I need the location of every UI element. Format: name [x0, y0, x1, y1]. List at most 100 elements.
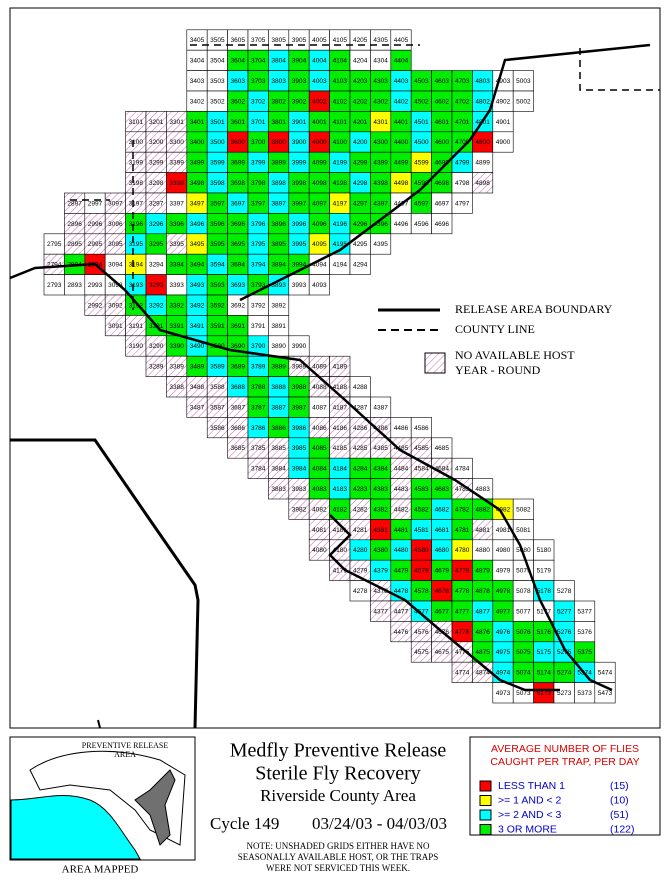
- grid-cell-label: 4000: [312, 139, 327, 146]
- grid-cell-label: 4184: [333, 466, 348, 473]
- grid-cell-label: 4096: [312, 221, 327, 228]
- legend-count: (51): [610, 809, 629, 821]
- grid-cell-label: 2896: [67, 221, 82, 228]
- grid-cell-label: 3993: [292, 282, 307, 289]
- grid-cell-label: 3989: [292, 364, 307, 371]
- grid-cell-label: 3986: [292, 425, 307, 432]
- grid-cell-label: 4288: [353, 384, 368, 391]
- grid-cell-label: 3600: [231, 139, 246, 146]
- county-line: [579, 48, 660, 91]
- grid-cell-label: 4195: [333, 241, 348, 248]
- grid-cell-label: 4684: [435, 466, 450, 473]
- grid-cell-label: 3194: [129, 262, 144, 269]
- grid-cell-label: 4396: [373, 221, 388, 228]
- grid-cell-label: 4401: [394, 119, 409, 126]
- grid-cell-label: 3296: [149, 221, 164, 228]
- grid-cell-label: 3191: [129, 323, 144, 330]
- grid-cell-label: 4596: [414, 221, 429, 228]
- grid-cell-label: 5177: [537, 608, 552, 615]
- grid-cell-label: 4383: [373, 486, 388, 493]
- grid-cell-label: 4776: [455, 629, 470, 636]
- grid-cell-label: 3193: [129, 282, 144, 289]
- grid-cell-label: 4780: [455, 547, 470, 554]
- grid-cell-label: 3888: [271, 384, 286, 391]
- grid-cell-label: 4384: [373, 466, 388, 473]
- grid-cell-label: 3703: [251, 78, 266, 85]
- grid-cell-label: 4696: [435, 221, 450, 228]
- grid-cell-label: 2893: [67, 282, 82, 289]
- grid-cell-label: 4400: [394, 139, 409, 146]
- grid-cell-label: 4976: [496, 629, 511, 636]
- grid-cell-label: 3789: [251, 364, 266, 371]
- grid-cell-label: 4304: [373, 58, 388, 65]
- outline: [10, 438, 200, 729]
- grid-cell-label: 4185: [333, 445, 348, 452]
- grid-cell-label: 3298: [149, 180, 164, 187]
- grid-cell-label: 4503: [414, 78, 429, 85]
- flies-legend-items: LESS THAN 1 (15) >= 1 AND < 2 (10) >= 2 AND …: [479, 780, 635, 835]
- legend-count: (122): [610, 823, 635, 835]
- grid-cell-label: 3504: [210, 58, 225, 65]
- grid-cell-label: 2793: [47, 282, 62, 289]
- grid-cell-label: 5074: [516, 670, 531, 677]
- grid-cell-label: 4675: [435, 649, 450, 656]
- grid-cell-label: 4477: [394, 608, 409, 615]
- grid-cell-label: 3200: [149, 139, 164, 146]
- grid-cell-label: 4879: [475, 568, 490, 575]
- grid-cell-label: 3884: [271, 466, 286, 473]
- grid-cell-label: 4397: [373, 200, 388, 207]
- grid-cell-label: 4303: [373, 78, 388, 85]
- grid-cell-label: 4386: [373, 425, 388, 432]
- grid-cell-label: 3891: [271, 323, 286, 330]
- inset-county: [29, 750, 186, 846]
- grid-cell-label: 4575: [414, 649, 429, 656]
- grid-cell-label: 4300: [373, 139, 388, 146]
- grid-cell-label: 4381: [373, 527, 388, 534]
- grid-cell-label: 5179: [537, 568, 552, 575]
- legend-label: >= 1 AND < 2: [498, 794, 561, 806]
- grid-cell-label: 3301: [169, 119, 184, 126]
- grid-cell-label: 4597: [414, 200, 429, 207]
- grid-cell-label: 3294: [149, 262, 164, 269]
- grid-cell-label: 3995: [292, 241, 307, 248]
- grid-cell-label: 4093: [312, 282, 327, 289]
- grid-cell-label: 3199: [129, 160, 144, 167]
- grid-cell-label: 4700: [455, 139, 470, 146]
- grid-cell-label: 4385: [373, 445, 388, 452]
- grid-cell-label: 3396: [169, 221, 184, 228]
- grid-cell-label: 4199: [333, 160, 348, 167]
- grid-cell-label: 3390: [169, 343, 184, 350]
- note: SEASONALLY AVAILABLE HOST, OR THE TRAPS: [238, 852, 438, 862]
- grid-cell-label: 4189: [333, 364, 348, 371]
- grid-cell-label: 4280: [353, 547, 368, 554]
- grid-cell-label: 3796: [251, 221, 266, 228]
- grid-cell-label: 3490: [190, 343, 205, 350]
- grid-cell-label: 4294: [353, 262, 368, 269]
- grid-cell-label: 3402: [190, 98, 205, 105]
- grid-cell-label: 3295: [149, 241, 164, 248]
- grid-cell-label: 4483: [394, 486, 409, 493]
- legend-swatch: [479, 824, 492, 835]
- grid-cell-label: 4281: [353, 527, 368, 534]
- grid-cell-label: 4094: [312, 262, 327, 269]
- grid-cell-label: 4179: [333, 568, 348, 575]
- grid-cell-label: 4102: [333, 98, 348, 105]
- grid-cell-label: 3401: [190, 119, 205, 126]
- grid-cell-label: 4882: [475, 506, 490, 513]
- grid-cell-label: 4783: [455, 486, 470, 493]
- legend-text: NO AVAILABLE HOST: [455, 348, 575, 362]
- grid-cell-label: 4878: [475, 588, 490, 595]
- grid-cell-label: 3984: [292, 466, 307, 473]
- grid-cell-label: 5474: [598, 670, 613, 677]
- grid-cell-label: 3092: [108, 302, 123, 309]
- grid-cell-label: 2993: [88, 282, 103, 289]
- grid-cell-label: 5175: [537, 649, 552, 656]
- dates: 03/24/03 - 04/03/03: [312, 814, 447, 833]
- grid-cell-label: 3587: [210, 404, 225, 411]
- grid-cell-label: 3493: [190, 282, 205, 289]
- grid-cell-label: 3487: [190, 404, 205, 411]
- grid-cell-label: 3388: [169, 384, 184, 391]
- grid-cell-label: 4898: [475, 180, 490, 187]
- grid-cell-label: 4876: [475, 629, 490, 636]
- grid-cell-label: 4005: [312, 37, 327, 44]
